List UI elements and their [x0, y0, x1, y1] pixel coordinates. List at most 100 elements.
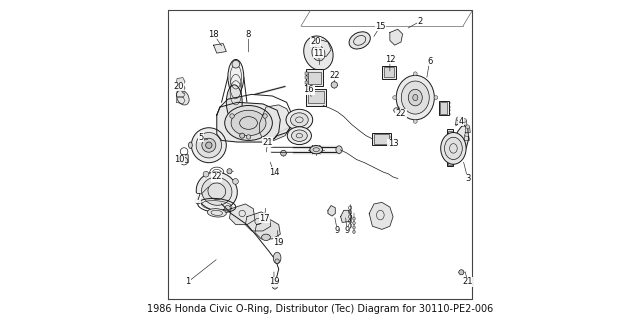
Text: 6: 6	[427, 56, 432, 65]
Polygon shape	[245, 212, 271, 231]
Text: 11: 11	[313, 48, 324, 58]
Polygon shape	[452, 124, 468, 156]
Text: 8: 8	[246, 30, 252, 39]
Text: 20: 20	[310, 38, 321, 47]
Polygon shape	[177, 78, 185, 85]
Ellipse shape	[272, 279, 278, 289]
Ellipse shape	[286, 109, 313, 130]
Text: 16: 16	[303, 85, 314, 94]
Text: 21: 21	[463, 277, 473, 286]
Bar	[305, 76, 308, 79]
Bar	[305, 72, 308, 75]
Bar	[448, 130, 452, 165]
Circle shape	[393, 96, 397, 100]
Circle shape	[202, 138, 216, 152]
Ellipse shape	[396, 75, 435, 120]
Text: 22: 22	[396, 109, 406, 118]
Ellipse shape	[291, 113, 308, 127]
Polygon shape	[456, 119, 461, 124]
Text: 3: 3	[465, 174, 470, 183]
Polygon shape	[465, 127, 470, 132]
Circle shape	[232, 179, 238, 184]
Ellipse shape	[202, 177, 232, 205]
Ellipse shape	[441, 132, 466, 164]
Polygon shape	[369, 202, 393, 229]
Ellipse shape	[231, 110, 266, 136]
Circle shape	[196, 132, 221, 158]
Bar	[439, 101, 449, 115]
Polygon shape	[214, 44, 227, 53]
Ellipse shape	[401, 81, 429, 114]
Circle shape	[195, 198, 201, 204]
Polygon shape	[260, 105, 290, 140]
Bar	[306, 69, 323, 86]
Ellipse shape	[225, 106, 273, 140]
Polygon shape	[230, 204, 255, 225]
Circle shape	[275, 259, 279, 263]
Polygon shape	[390, 29, 403, 45]
Ellipse shape	[445, 137, 462, 160]
Polygon shape	[462, 121, 467, 126]
Ellipse shape	[287, 127, 312, 145]
Circle shape	[239, 133, 244, 138]
Bar	[305, 81, 308, 84]
Ellipse shape	[304, 36, 333, 70]
Polygon shape	[177, 84, 185, 91]
Ellipse shape	[228, 59, 244, 94]
Circle shape	[232, 60, 239, 68]
Circle shape	[227, 169, 232, 174]
Bar	[308, 91, 324, 103]
Polygon shape	[255, 220, 280, 239]
Polygon shape	[217, 102, 280, 142]
Ellipse shape	[413, 94, 418, 101]
Bar	[306, 89, 326, 106]
Text: 10: 10	[174, 155, 185, 164]
Text: 20: 20	[173, 82, 184, 91]
Circle shape	[413, 120, 417, 123]
Ellipse shape	[227, 85, 242, 120]
Text: 5: 5	[198, 133, 204, 142]
Bar	[308, 71, 321, 84]
Circle shape	[191, 128, 227, 163]
Text: 4: 4	[459, 117, 464, 126]
Ellipse shape	[312, 45, 325, 61]
Text: 22: 22	[212, 173, 222, 182]
Circle shape	[456, 117, 460, 121]
Polygon shape	[312, 39, 331, 58]
Circle shape	[280, 150, 286, 156]
Circle shape	[465, 133, 468, 137]
Circle shape	[459, 270, 464, 275]
Ellipse shape	[310, 145, 323, 154]
Bar	[372, 132, 392, 145]
Polygon shape	[177, 90, 185, 98]
Polygon shape	[177, 97, 185, 104]
Bar	[382, 66, 396, 78]
Circle shape	[230, 114, 234, 118]
Text: 13: 13	[388, 139, 398, 148]
Text: 21: 21	[262, 137, 273, 146]
Polygon shape	[328, 205, 335, 216]
Bar	[383, 67, 394, 77]
Circle shape	[203, 171, 209, 177]
Circle shape	[394, 108, 399, 113]
Text: 19: 19	[273, 238, 284, 247]
Ellipse shape	[349, 32, 371, 49]
Circle shape	[463, 119, 467, 122]
Ellipse shape	[408, 89, 422, 106]
Text: 17: 17	[259, 214, 269, 223]
Bar	[374, 134, 389, 144]
Text: 1986 Honda Civic O-Ring, Distributor (Tec) Diagram for 30110-PE2-006: 1986 Honda Civic O-Ring, Distributor (Te…	[147, 304, 493, 314]
Polygon shape	[177, 155, 188, 163]
Text: 22: 22	[329, 71, 340, 80]
Text: 19: 19	[269, 277, 279, 286]
Ellipse shape	[189, 142, 193, 148]
Polygon shape	[340, 210, 352, 222]
Circle shape	[205, 142, 212, 148]
Ellipse shape	[273, 252, 281, 264]
Ellipse shape	[177, 90, 189, 105]
Circle shape	[263, 114, 268, 118]
Circle shape	[434, 96, 438, 100]
Ellipse shape	[207, 209, 227, 217]
Ellipse shape	[262, 234, 271, 241]
Text: 2: 2	[417, 17, 422, 26]
